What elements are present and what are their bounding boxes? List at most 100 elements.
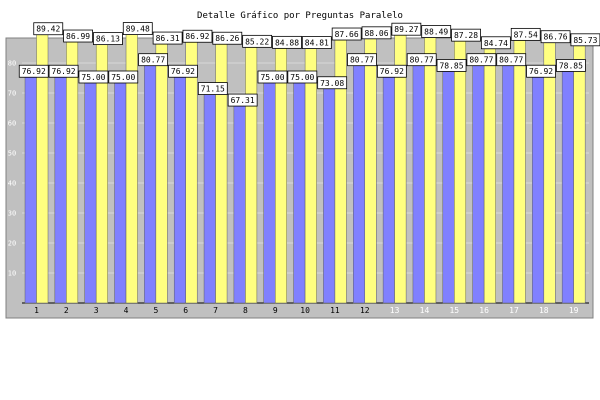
bar <box>543 42 556 304</box>
data-label: 80.77 <box>350 56 374 65</box>
data-label: 85.22 <box>245 37 269 46</box>
data-label: 75.00 <box>111 73 135 82</box>
y-tick-label: 80 <box>8 60 16 68</box>
bar <box>293 77 306 304</box>
bar <box>561 66 574 304</box>
x-tick-label: 10 <box>300 306 310 315</box>
y-tick-label: 50 <box>8 150 16 158</box>
bar <box>114 77 127 304</box>
bar <box>364 38 377 304</box>
data-label-box <box>33 22 64 36</box>
data-label: 87.28 <box>454 31 478 40</box>
data-label-box <box>361 26 392 40</box>
bar <box>513 40 526 304</box>
data-label: 76.92 <box>380 67 404 76</box>
data-label-box <box>78 70 109 84</box>
x-tick-label: 8 <box>243 306 248 315</box>
data-label: 78.85 <box>559 61 583 70</box>
data-label: 80.77 <box>410 56 434 65</box>
data-label-box <box>331 27 362 41</box>
data-label: 71.15 <box>201 85 225 94</box>
bar <box>442 66 455 304</box>
data-label: 75.00 <box>260 73 284 82</box>
bar <box>274 48 287 304</box>
x-tick-label: 9 <box>273 306 278 315</box>
x-tick-label: 15 <box>449 306 459 315</box>
data-label-box <box>242 34 273 48</box>
data-label-box <box>406 53 437 67</box>
data-label: 78.85 <box>439 61 463 70</box>
x-axis-ticks: 1 2 3 4 5 6 7 8 9 10 11 12 13 14 15 16 17 18 19 <box>34 306 579 315</box>
data-label: 88.06 <box>364 29 388 38</box>
data-label-box <box>347 53 377 67</box>
bar <box>532 71 545 304</box>
bar <box>173 71 186 304</box>
y-tick-label: 40 <box>8 180 16 188</box>
data-label: 76.92 <box>171 67 195 76</box>
data-labels: 76.92 89.42 76.92 86.99 75.00 86.13 75.00 89.48… <box>18 22 600 107</box>
data-label: 76.92 <box>22 67 46 76</box>
data-label: 84.74 <box>484 39 508 48</box>
data-label-box <box>257 70 288 84</box>
data-label-box <box>18 64 49 78</box>
bar <box>245 47 258 304</box>
data-label: 80.77 <box>141 56 165 65</box>
data-label-box <box>466 53 497 67</box>
x-tick-label: 6 <box>183 306 188 315</box>
data-label-box <box>436 59 467 72</box>
data-label: 87.66 <box>335 30 359 39</box>
x-tick-label: 2 <box>64 306 69 315</box>
data-label: 86.13 <box>96 35 120 44</box>
y-tick-label: 10 <box>8 270 16 278</box>
x-tick-label: 7 <box>213 306 218 315</box>
bar <box>323 83 336 304</box>
x-tick-label: 13 <box>390 306 400 315</box>
y-tick-label: 60 <box>8 120 16 128</box>
data-label: 67.31 <box>231 96 255 105</box>
data-label-box <box>63 29 93 43</box>
data-label: 80.77 <box>499 56 523 65</box>
bar <box>203 89 216 304</box>
data-label: 86.92 <box>185 32 209 41</box>
data-label: 89.48 <box>126 25 150 34</box>
bar <box>185 41 198 304</box>
bar <box>454 40 467 304</box>
data-label-box <box>391 22 422 36</box>
data-label-box <box>317 76 348 90</box>
data-label-box <box>168 64 198 78</box>
data-label: 75.00 <box>81 73 105 82</box>
data-label-box <box>138 53 169 67</box>
chart-title: Detalle Gráfico por Preguntas Paralelo <box>197 11 403 21</box>
data-label-box <box>93 32 123 46</box>
data-label: 86.99 <box>66 32 90 41</box>
data-label-box <box>48 64 79 78</box>
x-tick-label: 17 <box>509 306 519 315</box>
data-label: 87.54 <box>514 30 538 39</box>
data-label: 89.42 <box>36 25 60 34</box>
bar <box>84 77 97 304</box>
data-label-box <box>287 70 318 84</box>
bar <box>412 60 425 304</box>
data-label-box <box>480 36 511 50</box>
data-label-box <box>301 36 332 49</box>
bar <box>424 37 437 304</box>
data-label: 75.00 <box>290 73 314 82</box>
x-tick-label: 4 <box>124 306 129 315</box>
data-label-box <box>197 82 228 95</box>
data-label-box <box>122 22 153 35</box>
x-tick-label: 16 <box>479 306 489 315</box>
data-label: 76.92 <box>529 67 553 76</box>
y-axis-ticks: 10 20 30 40 50 60 70 80 <box>8 60 16 278</box>
data-label-box <box>540 30 571 44</box>
data-label: 84.81 <box>305 39 329 48</box>
bar <box>263 77 276 304</box>
data-label-box <box>272 35 302 49</box>
data-label-box <box>496 53 527 67</box>
data-label-box <box>182 29 213 43</box>
x-tick-label: 19 <box>569 306 579 315</box>
data-label: 86.31 <box>156 34 180 43</box>
data-label: 86.76 <box>544 33 568 42</box>
data-label: 73.08 <box>320 79 344 88</box>
bar <box>233 100 246 304</box>
